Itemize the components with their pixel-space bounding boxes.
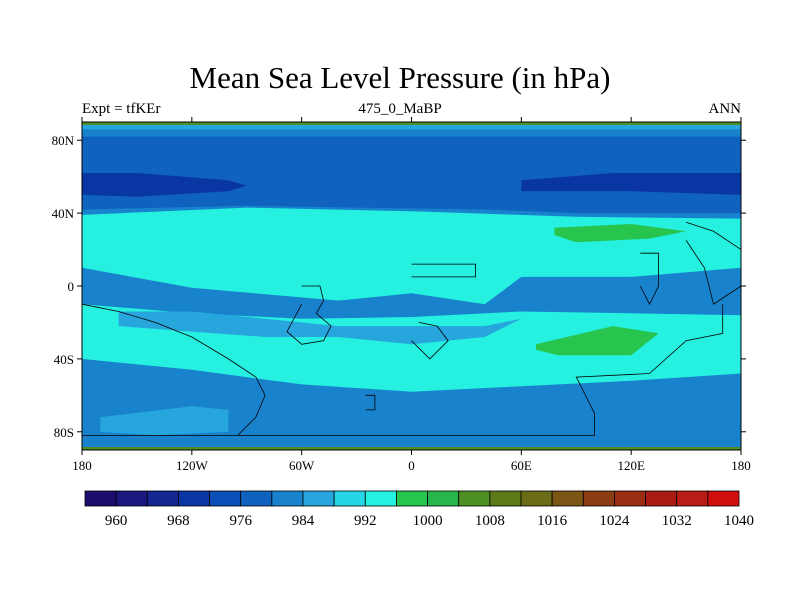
lat-tick-label: 0 xyxy=(68,279,75,294)
pressure-field-layer xyxy=(82,122,741,450)
colorbar-label: 1024 xyxy=(599,513,630,529)
colorbar-swatch xyxy=(645,490,678,507)
colorbar-label: 1008 xyxy=(475,513,505,529)
colorbar-label: 1032 xyxy=(662,513,692,529)
lon-tick-label: 0 xyxy=(408,458,415,473)
coastline-africa xyxy=(286,285,332,345)
pressure-field-north-edge xyxy=(82,122,741,125)
pressure-field-northern-deep-low-west xyxy=(82,173,247,197)
pressure-field-antarctic-low-west xyxy=(100,406,229,436)
colorbar-swatch xyxy=(458,490,491,507)
coastline-north-island xyxy=(411,263,477,278)
pressure-field-southern-high xyxy=(536,326,659,356)
coastline-small-continent xyxy=(411,322,449,360)
colorbar-swatch xyxy=(271,490,304,507)
map-title: Mean Sea Level Pressure (in hPa) xyxy=(189,60,611,95)
colorbar-swatch xyxy=(582,490,615,507)
colorbar-label: 968 xyxy=(167,513,190,529)
pressure-field-northern-high xyxy=(554,224,687,243)
colorbar-swatch xyxy=(676,490,709,507)
lon-tick-label: 180 xyxy=(72,458,92,473)
colorbar-swatch xyxy=(115,490,148,507)
coastline-layer xyxy=(81,221,742,436)
colorbar-swatch xyxy=(614,490,646,507)
colorbar-swatch xyxy=(364,490,397,507)
lon-tick-label: 60E xyxy=(511,458,532,473)
colorbar-swatch xyxy=(489,490,522,507)
colorbar-label: 984 xyxy=(292,513,315,529)
pressure-field-south-edge xyxy=(82,447,741,450)
timeslice-label: 475_0_MaBP xyxy=(358,101,442,117)
pressure-field-northern-trough xyxy=(82,136,741,214)
lon-tick-label: 120E xyxy=(617,458,645,473)
colorbar-label: 992 xyxy=(354,513,377,529)
colorbar-label: 960 xyxy=(105,513,128,529)
coastline-east-island xyxy=(639,252,659,306)
coastline-antarctica xyxy=(237,304,724,436)
colorbar-label: 1000 xyxy=(413,513,443,529)
lat-tick-label: 80S xyxy=(54,425,74,440)
pressure-field-southern-subtropical-inner xyxy=(118,311,522,345)
colorbar-swatch xyxy=(427,490,460,507)
coastline-southern-islands xyxy=(365,394,376,411)
colorbar-swatch xyxy=(84,490,117,507)
colorbar-swatch xyxy=(146,490,179,507)
lon-tick-label: 120W xyxy=(176,458,209,473)
pressure-field-northern-deep-low-east xyxy=(521,173,741,195)
colorbar-swatch xyxy=(707,490,740,507)
colorbar-swatch xyxy=(396,490,428,507)
lon-tick-label: 60W xyxy=(289,458,315,473)
experiment-label: Expt = tfKEr xyxy=(82,101,161,117)
axis-tick-layer: 180 120W 60W 0 60E 120E 180 80N 40N 0 40S 80S xyxy=(52,117,751,473)
season-label: ANN xyxy=(708,101,742,117)
colorbar-label: 1040 xyxy=(724,513,754,529)
colorbar-label: 1016 xyxy=(537,513,568,529)
colorbar: 960 968 976 984 992 1000 1008 1016 1024 1032 1040 xyxy=(84,490,754,529)
colorbar-swatch xyxy=(551,490,584,507)
colorbar-swatch xyxy=(240,490,273,507)
coastline-south-america-west xyxy=(81,303,266,436)
lat-tick-label: 80N xyxy=(52,133,75,148)
lat-tick-label: 40N xyxy=(52,206,75,221)
colorbar-swatch xyxy=(302,490,335,507)
colorbar-swatch xyxy=(209,490,242,507)
colorbar-swatch xyxy=(178,490,210,507)
lat-tick-label: 40S xyxy=(54,352,74,367)
colorbar-label: 976 xyxy=(229,513,252,529)
colorbar-swatch xyxy=(520,490,553,507)
colorbar-swatch xyxy=(333,490,366,507)
lon-tick-label: 180 xyxy=(731,458,751,473)
